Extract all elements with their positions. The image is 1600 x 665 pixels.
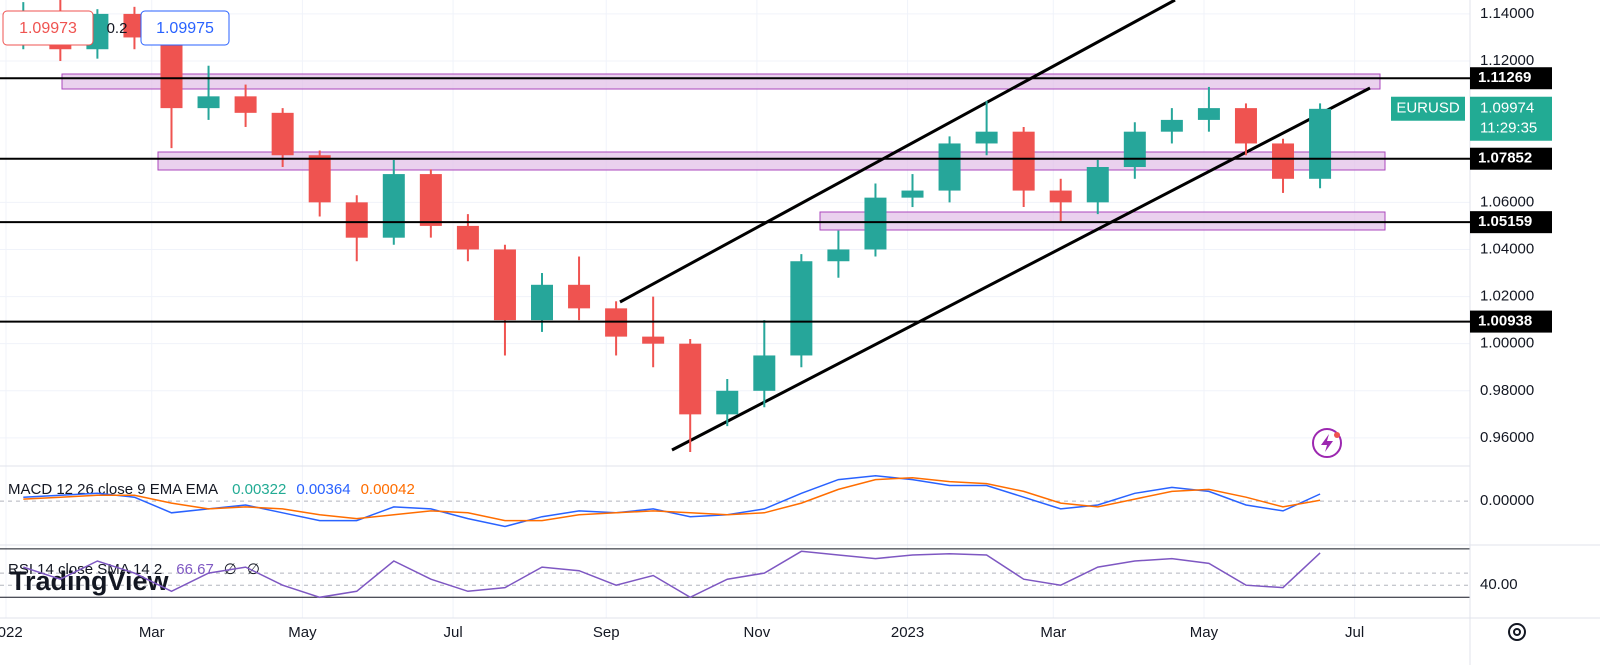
candle-body: [753, 355, 776, 391]
candle-body: [382, 174, 405, 238]
indicator-value: 0.00042: [361, 481, 415, 498]
candle-body: [456, 225, 479, 250]
drawings: [61, 0, 1386, 452]
y-tick-label: 1.04000: [1480, 240, 1534, 257]
ask: 1.09975: [156, 20, 214, 37]
candle-body: [345, 202, 368, 238]
candle-body: [1086, 167, 1109, 203]
level-label: 1.05159: [1478, 213, 1532, 230]
candle-body: [1123, 131, 1146, 168]
indicator-line: [23, 550, 1321, 599]
spread: 0.2: [107, 20, 128, 37]
level-label: 1.00938: [1478, 313, 1532, 330]
level-tag: [1470, 310, 1552, 333]
candle-body: [1309, 108, 1332, 179]
y-tick-label: 40.00: [1480, 576, 1518, 593]
candle-body: [864, 197, 887, 250]
candle-body: [531, 284, 554, 321]
y-tick-label: 1.12000: [1480, 52, 1534, 69]
candle-body: [1049, 190, 1072, 203]
x-tick-label: Jul: [1345, 624, 1364, 641]
y-tick-label: 1.02000: [1480, 288, 1534, 305]
channel-line: [619, 0, 1176, 304]
x-tick-label: Mar: [1040, 624, 1066, 641]
x-tick-label: May: [288, 624, 317, 641]
candle-body: [197, 96, 220, 109]
candle-body: [1197, 108, 1220, 120]
grid: [0, 0, 1470, 618]
price-tag: [1470, 96, 1552, 141]
settings-dot: [1513, 628, 1521, 636]
x-tick-label: Sep: [593, 624, 620, 641]
bid: 1.09973: [19, 20, 77, 37]
y-tick-label: 0.98000: [1480, 382, 1534, 399]
candle-body: [308, 155, 331, 203]
candles: [12, 0, 1332, 453]
candle-body: [1272, 143, 1295, 179]
y-tick-label: 1.14000: [1480, 5, 1534, 22]
indicator-value: 0.00322: [232, 481, 286, 498]
indicator-value: 0.00364: [296, 481, 350, 498]
candle-body: [160, 37, 183, 109]
indicator-title: RSI 14 close SMA 14 2: [8, 561, 162, 578]
candle-body: [679, 343, 702, 415]
symbol-tag: [1391, 96, 1465, 121]
dot: [1334, 432, 1340, 438]
candle-body: [716, 390, 739, 415]
level-tag: [1470, 211, 1552, 234]
candle-body: [790, 261, 813, 356]
y-tick-label: 0.96000: [1480, 429, 1534, 446]
channel-line: [671, 86, 1371, 452]
indicator-value: ∅: [247, 561, 260, 578]
candle-body: [901, 190, 924, 198]
level-label: 1.07852: [1478, 150, 1532, 167]
candle-body: [1160, 119, 1183, 132]
symbol: EURUSD: [1396, 100, 1460, 117]
indicator-line: [23, 476, 1321, 522]
candle-body: [938, 143, 961, 191]
zone: [157, 151, 1386, 171]
level-tag: [1470, 147, 1552, 170]
bolt: [1321, 434, 1333, 452]
indicator-title: MACD 12 26 close 9 EMA EMA: [8, 481, 218, 498]
overlay: 1.09973 0.2 1.09975 TradingView 2022MarM…: [0, 5, 1552, 641]
candle-body: [1234, 108, 1257, 144]
candle-body: [271, 112, 294, 156]
countdown: 11:29:35: [1480, 120, 1537, 137]
candle-body: [975, 131, 998, 144]
indicator-value: 66.67: [176, 561, 214, 578]
bid-box[interactable]: [2, 10, 94, 46]
ask-box[interactable]: [140, 10, 230, 46]
candle-body: [642, 336, 665, 344]
x-tick-label: 2023: [891, 624, 924, 641]
x-tick-label: Jul: [443, 624, 462, 641]
level-label: 1.11269: [1478, 69, 1531, 86]
candle-body: [493, 249, 516, 321]
candle-body: [568, 284, 591, 309]
x-tick-label: Nov: [744, 624, 771, 641]
y-tick-label: 0.00000: [1480, 492, 1534, 509]
candle-body: [234, 96, 257, 113]
candle-body: [827, 249, 850, 262]
candle-body: [1012, 131, 1035, 191]
x-tick-label: May: [1190, 624, 1219, 641]
zone: [819, 211, 1386, 231]
settings-icon[interactable]: [1508, 623, 1526, 641]
y-tick-label: 1.00000: [1480, 335, 1534, 352]
y-tick-label: 1.06000: [1480, 193, 1534, 210]
candle-body: [123, 13, 146, 38]
indicator-line: [23, 475, 1321, 528]
price: 1.09974: [1480, 100, 1534, 117]
x-tick-label: Mar: [139, 624, 165, 641]
x-tick-label: 2022: [0, 624, 23, 641]
zone: [61, 73, 1381, 90]
candle-body: [419, 174, 442, 226]
level-tag: [1470, 67, 1552, 90]
